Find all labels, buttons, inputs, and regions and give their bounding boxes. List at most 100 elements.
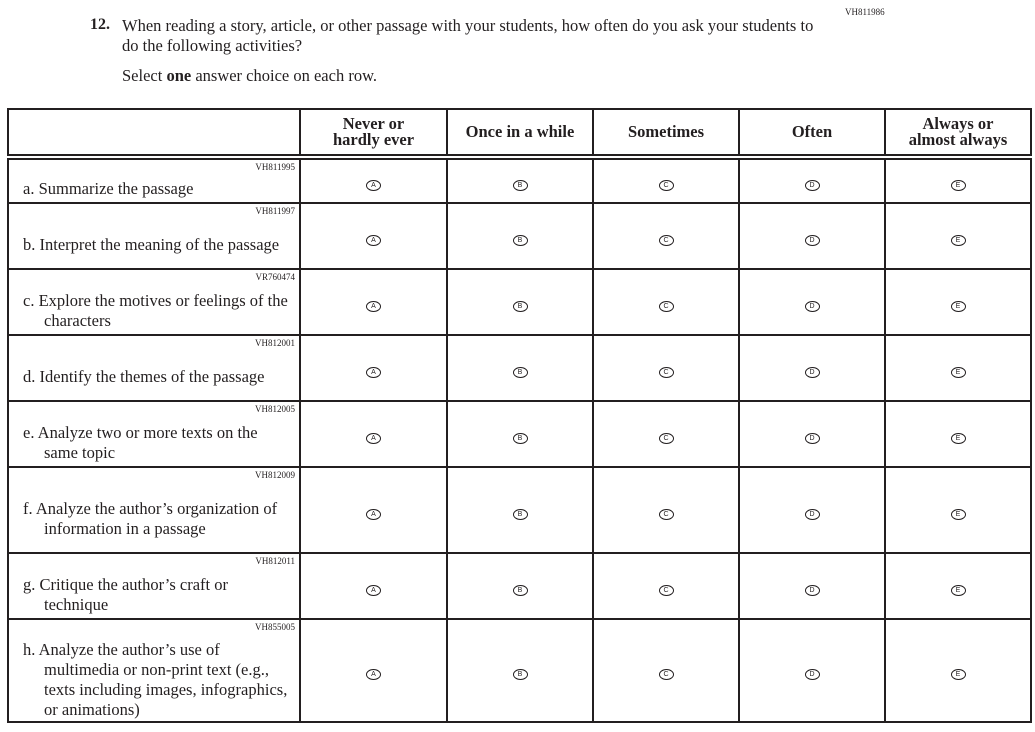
question-number: 12.	[90, 16, 110, 33]
option-cell: A	[299, 268, 448, 336]
option-cell: C	[592, 466, 740, 554]
row-label-cell: VH855005 h. Analyze the author’s use of m…	[7, 618, 301, 723]
item-code: VH855005	[255, 622, 295, 632]
option-cell: C	[592, 618, 740, 723]
table-row: VH812005 e. Analyze two or more texts on …	[7, 400, 1032, 468]
answer-bubble-d[interactable]: D	[804, 234, 820, 246]
answer-bubble-c[interactable]: C	[658, 508, 674, 520]
option-cell: C	[592, 268, 740, 336]
option-cell: B	[446, 400, 594, 468]
row-label-cell: VH812005 e. Analyze two or more texts on …	[7, 400, 301, 468]
option-cell: C	[592, 400, 740, 468]
row-label-cell: VH811997 b. Interpret the meaning of the …	[7, 202, 301, 270]
option-cell: B	[446, 618, 594, 723]
item-code: VH811997	[255, 206, 295, 216]
answer-bubble-a[interactable]: A	[366, 584, 381, 596]
answer-bubble-a[interactable]: A	[366, 179, 381, 191]
answer-bubble-e[interactable]: E	[950, 669, 966, 680]
option-cell: E	[884, 618, 1032, 723]
column-header-1: Never or hardly ever	[299, 108, 448, 160]
response-grid: Never or hardly ever Once in a while Somet…	[7, 108, 1032, 723]
option-cell: B	[446, 202, 594, 270]
answer-bubble-c[interactable]: C	[658, 179, 674, 191]
item-code: VH812009	[255, 470, 295, 480]
answer-bubble-c[interactable]: C	[658, 584, 674, 596]
answer-bubble-d[interactable]: D	[804, 508, 820, 520]
answer-bubble-b[interactable]: B	[512, 432, 528, 444]
answer-bubble-b[interactable]: B	[512, 179, 528, 191]
item-label: g. Critique the author’s craft or techni…	[23, 575, 228, 614]
answer-bubble-e[interactable]: E	[950, 300, 966, 312]
item-code: VH811995	[255, 162, 295, 172]
answer-bubble-b[interactable]: B	[512, 234, 528, 246]
item-label: e. Analyze two or more texts on the same…	[23, 423, 258, 462]
answer-bubble-b[interactable]: B	[512, 300, 528, 312]
option-cell: A	[299, 156, 448, 204]
option-cell: D	[738, 552, 886, 620]
item-label: d. Identify the themes of the passage	[23, 367, 265, 386]
answer-bubble-d[interactable]: D	[804, 300, 820, 312]
option-cell: A	[299, 202, 448, 270]
table-row: VH811995 a. Summarize the passage A B C D E	[7, 156, 1032, 204]
option-cell: B	[446, 334, 594, 402]
table-row: VH855005 h. Analyze the author’s use of m…	[7, 618, 1032, 723]
answer-bubble-e[interactable]: E	[950, 584, 966, 596]
answer-bubble-c[interactable]: C	[658, 669, 674, 680]
option-cell: D	[738, 268, 886, 336]
option-cell: A	[299, 466, 448, 554]
option-cell: D	[738, 334, 886, 402]
option-cell: C	[592, 334, 740, 402]
answer-bubble-a[interactable]: A	[366, 432, 381, 444]
answer-bubble-d[interactable]: D	[804, 366, 820, 378]
answer-bubble-b[interactable]: B	[512, 508, 528, 520]
header-blank	[7, 108, 301, 160]
answer-bubble-e[interactable]: E	[950, 432, 966, 444]
answer-bubble-a[interactable]: A	[366, 300, 381, 312]
answer-bubble-c[interactable]: C	[658, 366, 674, 378]
column-header-label: Never or hardly ever	[332, 114, 415, 149]
table-row: VH811997 b. Interpret the meaning of the …	[7, 202, 1032, 270]
question-id: VH811986	[845, 7, 885, 17]
item-code: VR760474	[255, 272, 295, 282]
column-header-3: Sometimes	[592, 108, 740, 160]
answer-bubble-d[interactable]: D	[804, 432, 820, 444]
row-label-cell: VR760474 c. Explore the motives or feelin…	[7, 268, 301, 336]
header-row: Never or hardly ever Once in a while Somet…	[7, 108, 1032, 160]
option-cell: B	[446, 552, 594, 620]
answer-bubble-e[interactable]: E	[950, 179, 966, 191]
answer-bubble-a[interactable]: A	[366, 234, 381, 246]
option-cell: D	[738, 202, 886, 270]
answer-bubble-d[interactable]: D	[804, 669, 820, 680]
column-header-label: Always or almost always	[908, 114, 1008, 149]
answer-bubble-b[interactable]: B	[512, 584, 528, 596]
answer-bubble-b[interactable]: B	[512, 669, 528, 680]
item-label: c. Explore the motives or feelings of th…	[23, 291, 288, 330]
answer-bubble-c[interactable]: C	[658, 300, 674, 312]
option-cell: E	[884, 268, 1032, 336]
column-header-5: Always or almost always	[884, 108, 1032, 160]
item-label: h. Analyze the author’s use of multimedi…	[23, 639, 288, 719]
answer-bubble-e[interactable]: E	[950, 508, 966, 520]
option-cell: E	[884, 156, 1032, 204]
answer-bubble-b[interactable]: B	[512, 366, 528, 378]
option-cell: C	[592, 156, 740, 204]
option-cell: A	[299, 618, 448, 723]
option-cell: D	[738, 466, 886, 554]
answer-bubble-a[interactable]: A	[366, 508, 381, 520]
option-cell: C	[592, 552, 740, 620]
answer-bubble-e[interactable]: E	[950, 366, 966, 378]
answer-bubble-d[interactable]: D	[804, 179, 820, 191]
table-row: VH812001 d. Identify the themes of the pa…	[7, 334, 1032, 402]
answer-bubble-a[interactable]: A	[366, 669, 381, 680]
option-cell: E	[884, 202, 1032, 270]
answer-bubble-a[interactable]: A	[366, 366, 381, 378]
answer-bubble-c[interactable]: C	[658, 234, 674, 246]
option-cell: A	[299, 334, 448, 402]
instruction-text: Select	[122, 66, 167, 85]
option-cell: D	[738, 618, 886, 723]
answer-bubble-e[interactable]: E	[950, 234, 966, 246]
column-header-label: Often	[791, 122, 833, 141]
answer-bubble-d[interactable]: D	[804, 584, 820, 596]
table-row: VH812009 f. Analyze the author’s organiza…	[7, 466, 1032, 554]
answer-bubble-c[interactable]: C	[658, 432, 674, 444]
